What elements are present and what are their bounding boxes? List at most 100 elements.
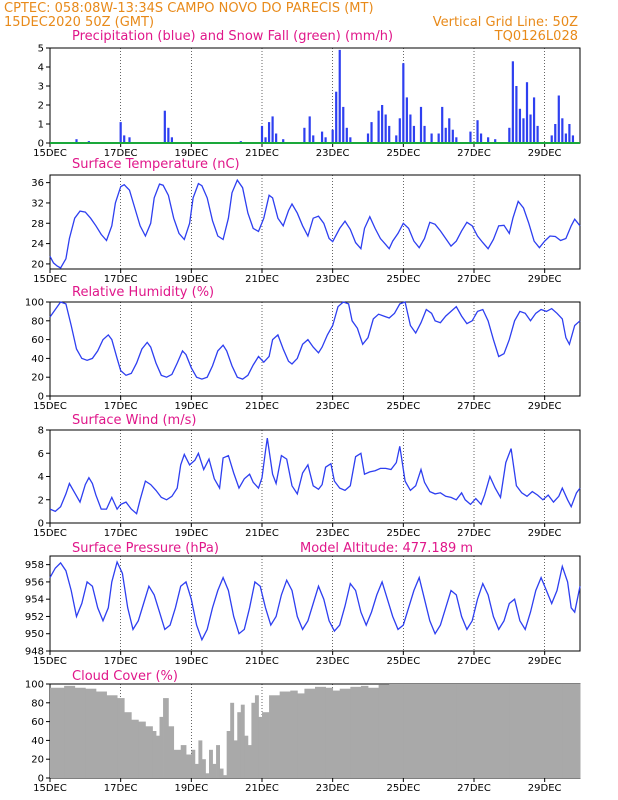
precipitation-bar [75, 139, 78, 143]
precipitation-y-tick-label: 5 [38, 44, 44, 55]
precipitation-bar [568, 124, 571, 143]
precipitation-bar [167, 127, 170, 143]
precipitation-bar [320, 131, 324, 143]
precipitation-bar [370, 122, 373, 143]
cloud-cover-bar [315, 686, 326, 778]
cloud-cover-bar [64, 685, 76, 778]
precipitation-x-tick-label: 25DEC [386, 148, 420, 159]
cloud-cover-bar [339, 688, 351, 778]
precipitation-y-tick-label: 2 [38, 101, 44, 112]
wind-x-tick-label: 19DEC [174, 528, 208, 539]
cloud-cover-marks: 0 20 40 60 80 100 15DEC 17DEC 19DEC 21DEC 23DEC 25D… [25, 680, 581, 794]
cloud-cover-bar [209, 749, 213, 778]
wind-x-tick-label: 27DEC [457, 528, 491, 539]
precipitation-x-tick-label: 27DEC [457, 148, 491, 159]
precipitation-bar [412, 125, 416, 143]
cloud-cover-bar [325, 687, 334, 778]
precipitation-bar [303, 127, 306, 143]
cloud-cover-bar [159, 716, 164, 778]
temperature-y-tick-label: 32 [31, 198, 44, 209]
panel-wind: Surface Wind (m/s) 0 2 4 6 8 15DEC 17DEC 19DEC 2… [33, 413, 581, 539]
cloud-cover-bar [237, 712, 242, 778]
humidity-x-tick-label: 29DEC [528, 401, 562, 412]
humidity-y-tick-label: 80 [31, 316, 44, 327]
precipitation-bar [267, 122, 271, 143]
wind-y-tick-label: 0 [38, 519, 44, 530]
precipitation-bar [469, 131, 472, 143]
cloud-cover-bar [389, 684, 404, 778]
pressure-y-tick-label: 956 [25, 577, 44, 588]
precipitation-bar [518, 108, 522, 143]
cloud-cover-title: Cloud Cover (%) [72, 669, 178, 684]
temperature-x-tick-label: 15DEC [33, 274, 67, 285]
cloud-cover-bar [219, 768, 224, 778]
precipitation-bar [312, 135, 315, 143]
temperature-x-tick-label: 23DEC [316, 274, 350, 285]
cloud-cover-bar [191, 749, 196, 778]
precipitation-x-tick-label: 15DEC [33, 148, 67, 159]
precipitation-bar [381, 105, 384, 143]
humidity-y-tick-label: 100 [25, 298, 44, 309]
precipitation-bar [331, 129, 334, 143]
precipitation-bar [522, 118, 525, 143]
precipitation-bar [479, 133, 483, 143]
wind-x-tick-label: 25DEC [386, 528, 420, 539]
cloud-cover-bar [474, 684, 493, 778]
precipitation-bar [119, 122, 122, 143]
precipitation-bar [163, 110, 166, 143]
cloud-cover-bar [117, 698, 125, 778]
cloud-cover-bar [216, 745, 220, 778]
model-altitude-label: Model Altitude: 477.189 m [300, 541, 473, 556]
cloud-cover-bar [201, 759, 206, 778]
precipitation-bar [275, 133, 278, 143]
precipitation-bar [515, 86, 518, 143]
precipitation-bar [324, 137, 327, 143]
panel-cloud-cover: Cloud Cover (%) 0 20 40 60 80 100 15DEC 17DEC 19… [25, 669, 581, 794]
precipitation-bar [571, 135, 575, 143]
cloud-cover-x-tick-label: 17DEC [104, 783, 138, 794]
wind-y-tick-label: 6 [38, 449, 44, 460]
precipitation-bar [476, 120, 479, 143]
precipitation-bar [405, 97, 408, 143]
humidity-x-tick-label: 25DEC [386, 401, 420, 412]
cloud-cover-bar [145, 726, 153, 778]
cloud-cover-bar [152, 731, 157, 778]
precipitation-x-tick-label: 17DEC [104, 148, 138, 159]
panel-temperature: Surface Temperature (nC) 20 24 28 32 36 15DEC… [31, 157, 581, 285]
precipitation-bar [564, 133, 567, 143]
precipitation-bar [554, 124, 557, 143]
pressure-x-tick-label: 15DEC [33, 656, 67, 667]
humidity-x-tick-label: 15DEC [33, 401, 67, 412]
humidity-x-tick-label: 23DEC [316, 401, 350, 412]
precipitation-bar [128, 137, 131, 143]
precipitation-marks: 0 1 2 3 4 5 15DEC 17DEC 19DEC 21DEC 23DEC 25DEC 27DE… [33, 44, 581, 159]
cloud-cover-bar [332, 690, 341, 778]
humidity-y-tick-label: 20 [31, 373, 44, 384]
header-model: TQ0126L028 [494, 29, 578, 44]
cloud-cover-bar [509, 684, 528, 778]
pressure-x-tick-label: 25DEC [386, 656, 420, 667]
temperature-x-tick-label: 27DEC [457, 274, 491, 285]
cloud-cover-bar [456, 684, 475, 778]
humidity-series-line [49, 301, 581, 380]
cloud-cover-bar [251, 702, 256, 778]
humidity-y-tick-label: 0 [38, 392, 44, 403]
cloud-cover-bar [544, 684, 563, 778]
cloud-cover-bar [350, 686, 362, 778]
panel-pressure: Surface Pressure (hPa) Model Altitude: 4… [25, 541, 581, 667]
precipitation-bar [557, 95, 560, 143]
precipitation-bar [308, 116, 311, 143]
humidity-y-tick-label: 40 [31, 354, 44, 365]
cloud-cover-bar [378, 684, 390, 778]
precipitation-bar [260, 125, 264, 143]
precipitation-y-tick-label: 3 [38, 82, 44, 93]
pressure-x-tick-label: 27DEC [457, 656, 491, 667]
precipitation-bar [448, 118, 451, 143]
header-run-time: 15DEC2020 50Z (GMT) [4, 15, 154, 30]
pressure-y-tick-label: 948 [25, 647, 44, 658]
cloud-cover-bar [258, 716, 263, 778]
precipitation-bar [398, 118, 401, 143]
precipitation-bar [423, 125, 426, 143]
temperature-marks: 20 24 28 32 36 15DEC 17DEC 19DEC 21DEC 23DEC 25DEC… [31, 174, 581, 285]
